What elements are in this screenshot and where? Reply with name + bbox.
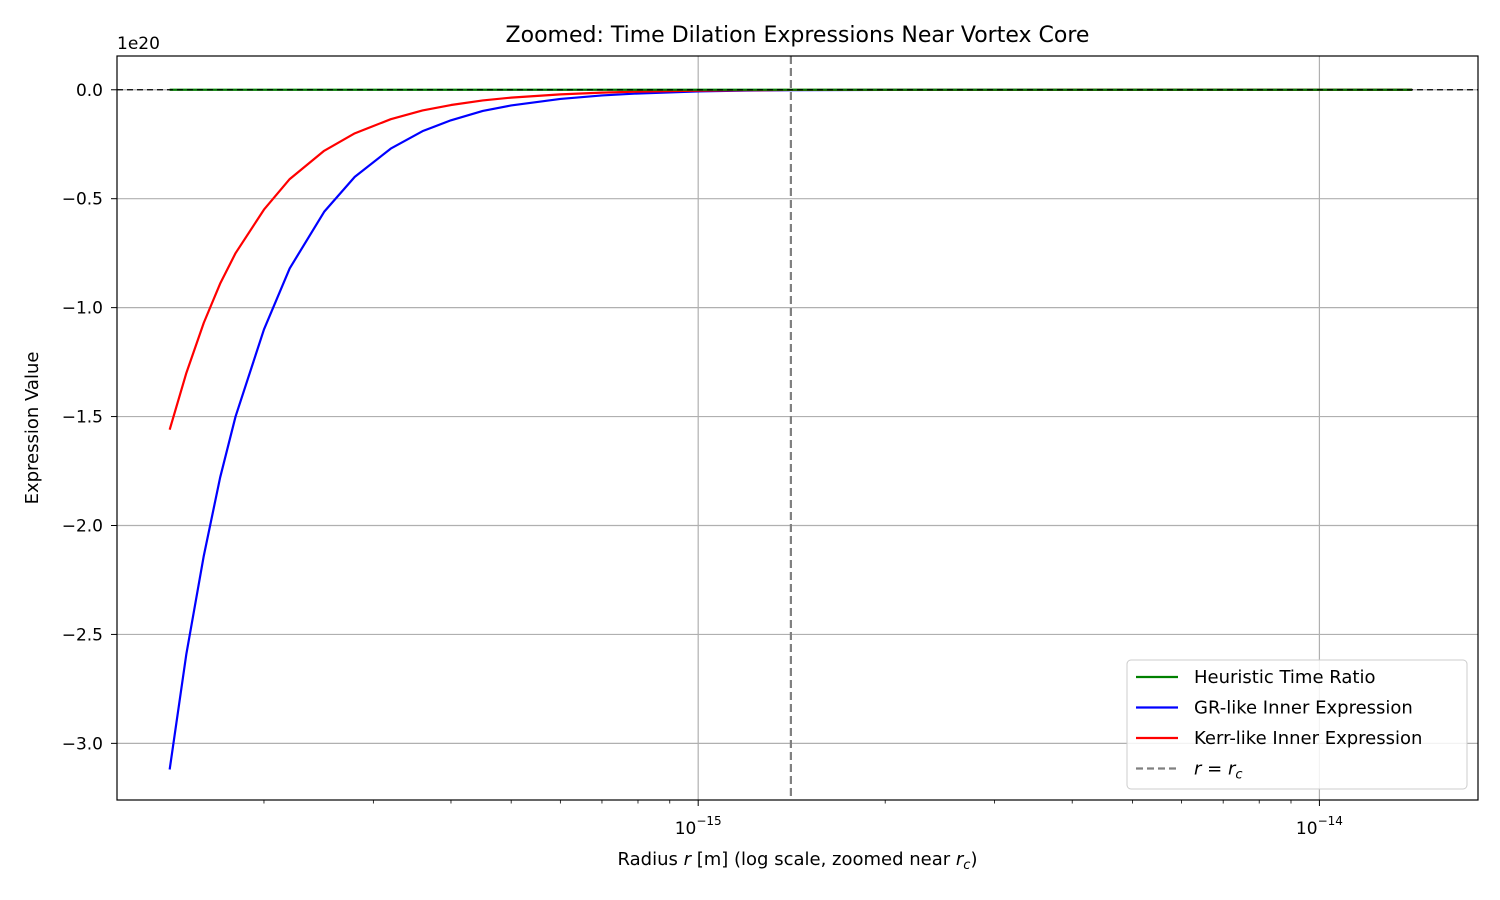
legend-label: r = rc [1194,759,1243,783]
x-tick-label: 10−14 [1296,814,1343,839]
y-tick-label: −2.5 [62,625,103,645]
legend: Heuristic Time Ratio GR-like Inner Expres… [1126,659,1468,790]
x-axis-label: Radius r [m] (log scale, zoomed near rc) [618,849,978,873]
y-offset-label: 1e20 [117,34,160,54]
legend-label: Kerr-like Inner Expression [1194,728,1422,749]
plot-frame [116,55,1479,801]
y-axis-label: Expression Value [22,352,43,505]
y-tick-label: −1.0 [62,299,103,319]
grid [117,56,1478,800]
legend-box [1126,659,1468,790]
legend-label: Heuristic Time Ratio [1194,667,1375,688]
y-tick-label: −0.5 [62,190,103,210]
axis-ticks: 0.0 −0.5 −1.0 −1.5 −2.0 −2.5 −3.0 10−15 10−14 [62,81,1343,839]
chart-title: Zoomed: Time Dilation Expressions Near V… [506,23,1090,48]
x-tick-label: 10−15 [675,814,722,839]
y-tick-label: −2.0 [62,516,103,536]
legend-label: GR-like Inner Expression [1194,698,1413,719]
y-tick-label: −3.0 [62,734,103,754]
y-tick-label: −1.5 [62,408,103,428]
reference-lines [117,56,1478,800]
y-tick-label: 0.0 [76,81,103,101]
